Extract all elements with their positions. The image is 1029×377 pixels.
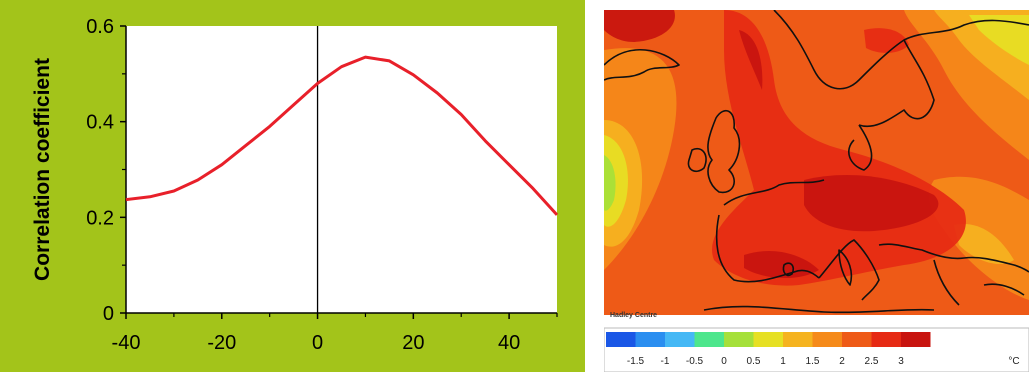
coastline: [703, 305, 935, 314]
y-tick-label: 0.4: [86, 112, 114, 134]
colorbar-segment: [871, 332, 901, 347]
coastline: [773, 9, 1029, 90]
anomaly-contour: [604, 10, 675, 42]
x-tick-label: 0: [312, 332, 323, 354]
temperature-map: -1.5 -1 -0.5 0 0.5 1 1.5 2 2.5 3 °C: [603, 9, 1029, 373]
colorbar-segment: [665, 332, 695, 347]
y-tick-label: 0.6: [86, 16, 114, 38]
colorbar-unit: °C: [1008, 356, 1019, 367]
plot-area: [126, 26, 557, 313]
x-tick-label: 40: [498, 332, 520, 354]
y-axis-label: Correlation coefficient: [31, 58, 54, 281]
colorbar-label: 1: [780, 356, 786, 367]
colorbar-segment: [635, 332, 665, 347]
coastline: [782, 262, 795, 277]
coastline: [715, 214, 820, 283]
colorbar-segment: [901, 332, 931, 347]
coastline: [723, 179, 825, 206]
temperature-map-panel: -1.5 -1 -0.5 0 0.5 1 1.5 2 2.5 3 °C Hadley Centre: [603, 9, 1029, 373]
coastline: [878, 243, 1029, 273]
colorbar-segment: [842, 332, 872, 347]
y-tick-label: 0.2: [86, 207, 114, 229]
colorbar-label: 2.5: [865, 356, 879, 367]
colorbar-label: 0: [721, 356, 727, 367]
coastline: [603, 49, 680, 81]
anomaly-contour: [954, 224, 1014, 265]
coastline: [983, 283, 1025, 296]
line-chart-panel: 0 0.2 0.4 0.6 -40 -20 0 20 40 Correlation coeffic…: [0, 0, 585, 372]
colorbar-label: 3: [898, 356, 904, 367]
x-tick-label: -40: [112, 332, 141, 354]
colorbar-segment: [753, 332, 783, 347]
y-tick-label: 0: [103, 303, 114, 325]
colorbar-segment: [783, 332, 813, 347]
map-credit: Hadley Centre: [610, 312, 658, 319]
colorbar-segment: [724, 332, 754, 347]
colorbar-label: 0.5: [747, 356, 761, 367]
coastline: [848, 124, 873, 171]
colorbar-label: 1.5: [806, 356, 820, 367]
line-chart: 0 0.2 0.4 0.6 -40 -20 0 20 40 Correlation coeffic…: [31, 16, 559, 354]
coastline: [838, 249, 853, 286]
colorbar-segment: [694, 332, 724, 347]
colorbar-label: -0.5: [686, 356, 704, 367]
coastline: [933, 259, 960, 306]
colorbar-label: -1: [661, 356, 670, 367]
colorbar-segment: [812, 332, 842, 347]
anomaly-contour: [864, 28, 909, 53]
series-line: [125, 55, 559, 216]
coastline: [707, 109, 741, 194]
colorbar-label: 2: [839, 356, 845, 367]
anomaly-contour: [739, 30, 763, 90]
anomaly-contour: [804, 175, 939, 232]
colorbar-label: -1.5: [627, 356, 645, 367]
coastline: [687, 148, 707, 172]
colorbar-segment: [606, 332, 636, 347]
x-tick-label: -20: [207, 332, 236, 354]
coastline: [858, 39, 935, 128]
anomaly-contour: [969, 15, 1029, 65]
anomaly-contour: [604, 155, 616, 211]
x-tick-label: 20: [402, 332, 424, 354]
